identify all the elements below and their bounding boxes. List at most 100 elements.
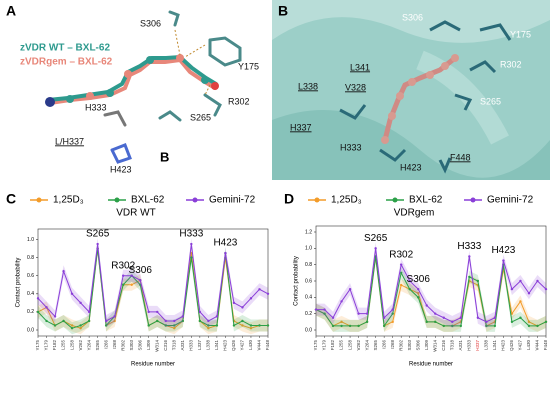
residue-label: L/H337 — [55, 136, 84, 146]
data-point — [70, 292, 74, 296]
residue-label: R302 — [228, 96, 250, 106]
x-tick-label: V262 — [78, 340, 83, 351]
legend-dot — [314, 197, 320, 203]
peak-label: S306 — [407, 274, 431, 285]
x-tick-label: Y427 — [518, 340, 523, 351]
x-tick-label: W314 — [432, 340, 437, 352]
data-point — [232, 324, 236, 327]
data-point — [224, 251, 227, 255]
legend-wt: zVDR WT – BXL-62 — [20, 43, 110, 54]
x-tick-label: F182 — [330, 340, 335, 351]
data-point — [96, 242, 99, 246]
peak-label: H333 — [179, 229, 203, 240]
residue-label: R302 — [500, 59, 522, 69]
residue-label: S306 — [140, 18, 161, 28]
peak-label: H333 — [457, 241, 481, 252]
data-point — [425, 320, 428, 324]
y-tick-label: 0.4 — [305, 295, 312, 301]
data-point — [493, 316, 497, 319]
data-point — [544, 320, 548, 324]
x-tick-label: S303 — [129, 340, 134, 351]
data-point — [408, 279, 411, 283]
data-point — [70, 324, 74, 327]
x-tick-label: I266 — [103, 340, 108, 349]
series-line — [316, 248, 547, 323]
data-point — [113, 319, 116, 323]
legend-dot — [36, 197, 42, 203]
x-tick-label: Y264 — [86, 340, 91, 351]
legend-label: BXL-62 — [131, 195, 165, 206]
peak-label: H423 — [213, 238, 237, 249]
data-point — [266, 324, 270, 327]
data-point — [331, 324, 335, 328]
x-tick-label: C316 — [163, 340, 168, 351]
data-point — [173, 326, 176, 330]
y-tick-label: 1.0 — [305, 246, 312, 252]
data-point — [249, 326, 253, 330]
residue-label: H423 — [400, 162, 422, 172]
x-tick-label: R302 — [120, 340, 125, 351]
residue-label: S265 — [190, 112, 211, 122]
data-point — [434, 320, 437, 324]
data-point — [113, 315, 116, 318]
legend-subtitle: VDRgem — [394, 208, 435, 219]
residue-label: H337 — [290, 122, 312, 132]
x-tick-label: L258 — [347, 340, 352, 351]
data-point — [451, 324, 454, 328]
data-point — [232, 301, 236, 305]
atoms — [45, 54, 219, 107]
legend-label: BXL-62 — [409, 195, 443, 206]
data-point — [399, 263, 403, 266]
data-point — [527, 292, 531, 295]
x-tick-label: Y175 — [35, 340, 40, 351]
data-point — [190, 242, 193, 246]
y-tick-label: 0.8 — [305, 262, 312, 268]
residue-label: F448 — [450, 152, 471, 162]
series-line — [37, 243, 269, 322]
data-point — [53, 315, 57, 318]
x-tick-label: Y427 — [240, 340, 245, 351]
x-axis-label: Residue number — [131, 362, 175, 368]
x-tick-label: Q426 — [231, 340, 236, 352]
data-point — [258, 324, 261, 327]
panel-letter: C — [6, 191, 16, 207]
data-point — [62, 269, 65, 273]
x-tick-label: V262 — [356, 340, 361, 351]
series-line — [37, 248, 268, 329]
data-point — [340, 300, 343, 303]
data-point — [510, 312, 514, 315]
data-point — [519, 300, 522, 303]
panel-letter: D — [284, 191, 294, 207]
data-point — [476, 279, 480, 283]
data-point — [340, 324, 343, 328]
legend-subtitle: VDR WT — [116, 208, 155, 219]
data-point — [510, 287, 514, 291]
data-point — [104, 319, 108, 323]
y-axis-label: Contact probability — [16, 258, 22, 308]
data-point — [374, 247, 377, 250]
y-tick-label: 0.0 — [305, 327, 312, 333]
data-point — [164, 324, 167, 327]
data-point — [382, 316, 386, 319]
data-point — [181, 319, 185, 323]
plot-frame — [37, 228, 269, 337]
x-tick-label: S306 — [415, 340, 420, 351]
panel-a: A zVDR WT – BXL-62 zVDRgem – BXL-62 S306… — [6, 3, 259, 175]
data-point — [36, 310, 40, 314]
data-point — [399, 283, 403, 287]
data-point — [266, 292, 270, 296]
x-tick-label: F448 — [265, 340, 270, 351]
data-point — [79, 301, 82, 305]
data-point — [442, 316, 445, 319]
data-point — [198, 310, 202, 314]
x-tick-label: L258 — [69, 340, 74, 351]
residue-label: Y175 — [238, 61, 259, 71]
x-tick-label: I266 — [381, 340, 386, 349]
data-point — [544, 287, 548, 291]
data-point — [207, 326, 210, 330]
legend-label: 1,25D₃ — [331, 195, 362, 206]
data-point — [365, 312, 369, 315]
x-tick-label: C316 — [441, 340, 446, 351]
data-point — [468, 275, 471, 279]
